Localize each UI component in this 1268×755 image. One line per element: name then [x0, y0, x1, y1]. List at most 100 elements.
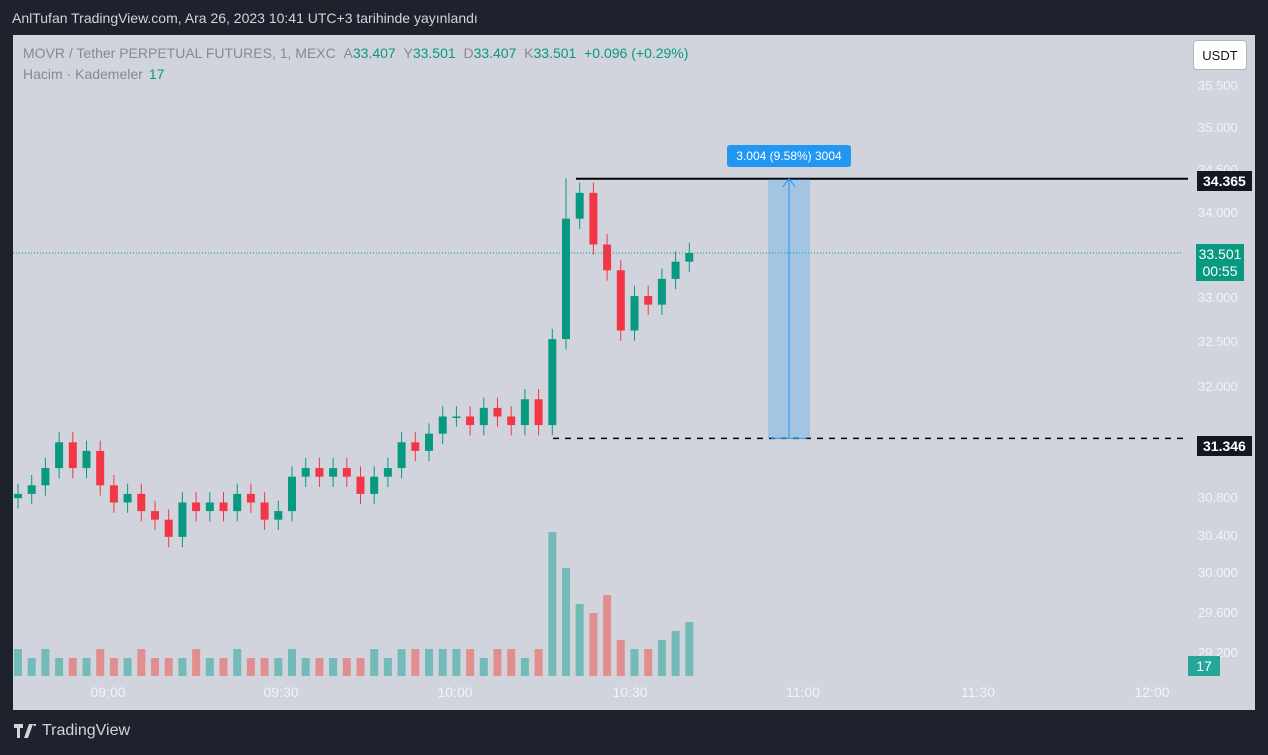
- candle-body: [14, 493, 22, 499]
- candle-body: [589, 192, 598, 245]
- candle-body: [452, 416, 461, 418]
- footer-brand: TradingView: [42, 722, 131, 739]
- volume-bar: [603, 595, 612, 676]
- volume-bar: [438, 649, 447, 676]
- volume-bar: [260, 658, 269, 676]
- candle-body: [685, 253, 694, 262]
- time-tick: 11:00: [786, 684, 820, 700]
- volume-bar: [41, 649, 50, 676]
- volume-bar: [329, 658, 338, 676]
- time-tick: 10:00: [437, 684, 473, 700]
- candle-body: [41, 468, 50, 486]
- high-label: Y: [403, 45, 413, 61]
- candle-body: [329, 468, 338, 477]
- tradingview-logo[interactable]: TradingView: [14, 722, 130, 740]
- candle-body: [315, 468, 324, 477]
- time-tick: 09:00: [90, 684, 126, 700]
- volume-bar: [630, 649, 639, 676]
- candle-body: [27, 485, 36, 494]
- volume-bar: [301, 658, 310, 676]
- volume-bar: [657, 640, 666, 676]
- volume-bar: [479, 658, 488, 676]
- candle-body: [68, 442, 77, 469]
- price-tick: 35.500: [1198, 78, 1238, 93]
- volume-bar: [151, 658, 159, 676]
- candle-body: [356, 476, 365, 494]
- candle-body: [438, 416, 447, 434]
- open-label: A: [343, 45, 353, 61]
- price-tick: 32.000: [1198, 379, 1238, 394]
- volume-bar: [548, 532, 557, 676]
- candle-body: [96, 450, 105, 486]
- candle-body: [301, 468, 310, 477]
- volume-bar: [233, 649, 242, 676]
- volume-bar: [55, 658, 64, 676]
- low-label: D: [463, 45, 474, 61]
- candle-body: [466, 416, 475, 426]
- time-tick: 12:00: [1134, 684, 1170, 700]
- volume-bar: [383, 658, 392, 676]
- volume-bar: [466, 649, 475, 676]
- upper-level-badge[interactable]: 34.365: [1197, 171, 1252, 191]
- candle-body: [274, 511, 283, 520]
- price-tick: 32.500: [1198, 334, 1238, 349]
- candle-body: [548, 339, 557, 426]
- volume-bar: [192, 649, 201, 676]
- candle-body: [178, 502, 187, 537]
- candle-body: [534, 399, 543, 426]
- candle-body: [657, 278, 666, 305]
- volume-badge: 17: [1188, 656, 1220, 676]
- symbol-title[interactable]: MOVR / Tether PERPETUAL FUTURES, 1, MEXC: [23, 45, 336, 61]
- volume-bar: [178, 658, 187, 676]
- candle-body: [205, 502, 214, 512]
- candle-body: [575, 192, 584, 219]
- candle-body: [616, 270, 625, 331]
- last-price: 33.501: [1198, 246, 1242, 262]
- volume-bar: [82, 658, 91, 676]
- volume-bar: [685, 622, 694, 676]
- volume-bar: [616, 640, 625, 676]
- close-value: 33.501: [533, 45, 577, 61]
- lower-level-badge[interactable]: 31.346: [1197, 436, 1252, 456]
- candle-body: [671, 261, 680, 279]
- last-price-badge: 33.501 00:55: [1196, 244, 1244, 281]
- volume-bar: [589, 613, 598, 676]
- candle-body: [630, 296, 639, 331]
- candle-body: [370, 476, 379, 494]
- candle-body: [425, 433, 433, 451]
- measure-arrowhead: [782, 177, 796, 187]
- candle-body: [288, 476, 296, 512]
- price-tick: 29.600: [1198, 605, 1238, 620]
- volume-bar: [123, 658, 132, 676]
- time-tick: 10:30: [612, 684, 648, 700]
- price-tick: 30.800: [1198, 490, 1238, 505]
- measure-label[interactable]: 3.004 (9.58%) 3004: [727, 145, 851, 167]
- candle-body: [342, 468, 351, 477]
- candle-body: [137, 493, 146, 512]
- candle-body: [233, 493, 242, 512]
- volume-bar: [671, 631, 680, 676]
- volume-bar: [246, 658, 255, 676]
- candle-body: [479, 407, 488, 426]
- publish-caption: AnlTufan TradingView.com, Ara 26, 2023 1…: [12, 10, 478, 26]
- candle-body: [411, 442, 420, 451]
- chart-canvas[interactable]: [13, 35, 1255, 710]
- volume-bar: [342, 658, 351, 676]
- candle-body: [82, 450, 91, 469]
- volume-bar: [644, 649, 653, 676]
- candle-body: [55, 442, 64, 469]
- volume-bar: [575, 604, 584, 676]
- candle-body: [562, 218, 570, 340]
- volume-label: Hacim · Kademeler: [23, 66, 143, 82]
- candle-body: [192, 502, 201, 512]
- bar-countdown: 00:55: [1202, 263, 1238, 279]
- volume-bar: [68, 658, 77, 676]
- chart-pane[interactable]: MOVR / Tether PERPETUAL FUTURES, 1, MEXC…: [13, 35, 1255, 710]
- volume-bar: [14, 649, 22, 676]
- volume-legend[interactable]: Hacim · Kademeler 17: [23, 66, 164, 82]
- volume-bar: [452, 649, 461, 676]
- volume-bar: [356, 658, 365, 676]
- currency-button[interactable]: USDT: [1193, 40, 1247, 70]
- candle-body: [493, 407, 502, 417]
- price-tick: 30.000: [1198, 565, 1238, 580]
